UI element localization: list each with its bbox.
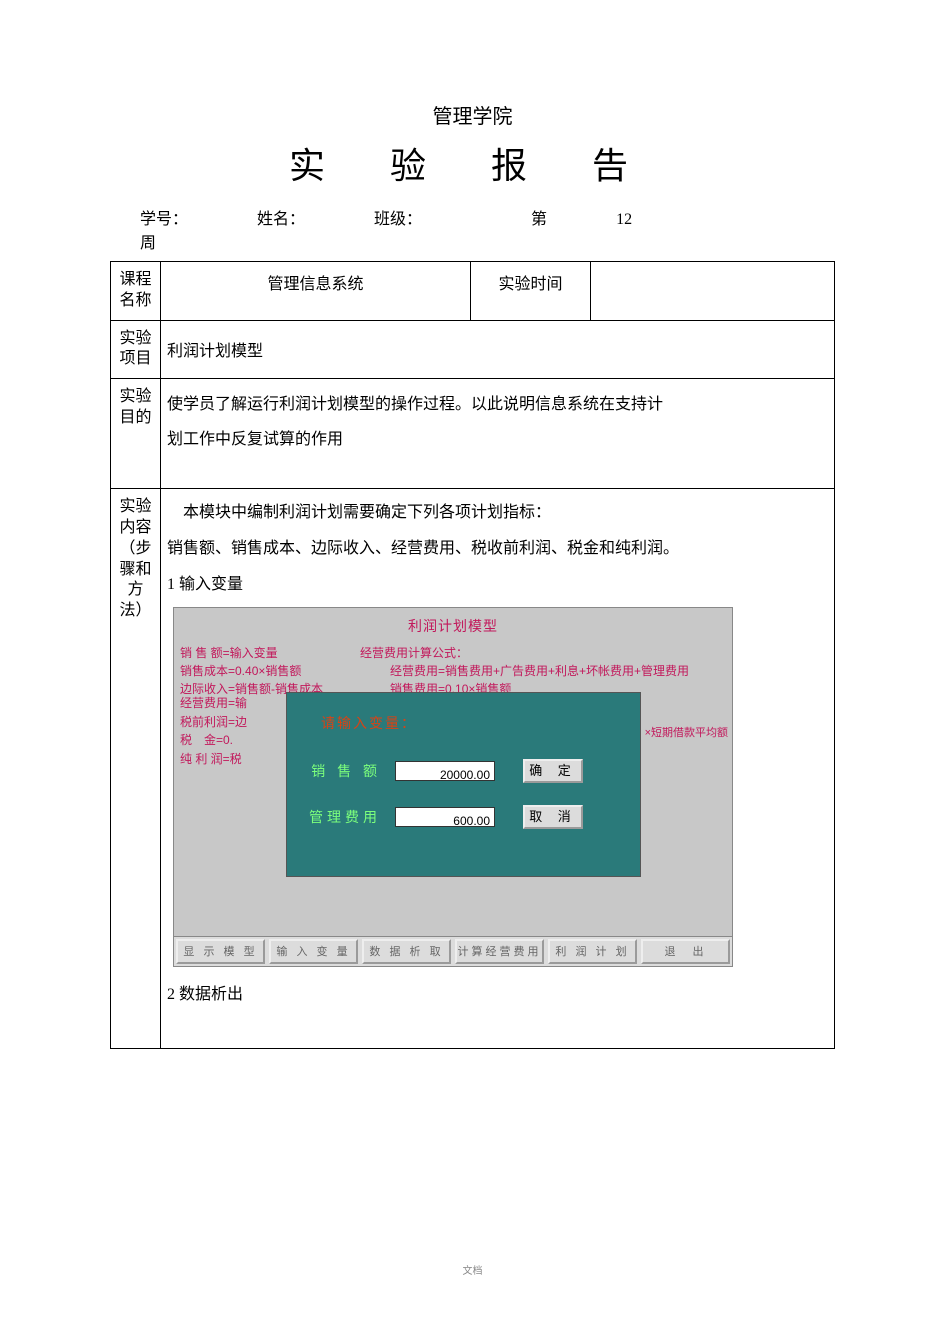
- input-dialog: 请输入变量： 销 售 额 20000.00 确 定 管理费用 600.00 取 …: [286, 692, 641, 877]
- info-line: 学号： 姓名： 班级： 第 12 周: [140, 205, 835, 253]
- report-title: 实 验 报 告: [110, 137, 835, 189]
- btn-calc-expense[interactable]: 计算经营费用: [455, 939, 544, 964]
- trunc-0: 经营费用=输: [180, 694, 247, 713]
- mgmt-fee-label: 管理费用: [301, 803, 381, 831]
- time-label: 实验时间: [471, 262, 591, 321]
- button-bar: 显 示 模 型 输 入 变 量 数 据 析 取 计算经营费用 利 润 计 划 退…: [173, 937, 733, 967]
- student-id-label: 学号：: [140, 211, 188, 228]
- project-label: 实验项目: [111, 320, 161, 379]
- trunc-1: 税前利润=边: [180, 713, 247, 732]
- btn-show-model[interactable]: 显 示 模 型: [176, 939, 265, 964]
- week-suffix: 周: [140, 235, 156, 252]
- formula-left-1: 销售成本=0.40×销售额: [180, 662, 360, 680]
- formula-right-col: 经营费用计算公式： 经营费用=销售费用+广告费用+利息+坏帐费用+管理费用 销售…: [360, 644, 726, 698]
- btn-input-var[interactable]: 输 入 变 量: [269, 939, 358, 964]
- app-panel: 利润计划模型 销 售 额=输入变量 销售成本=0.40×销售额 边际收入=销售额…: [173, 607, 733, 937]
- ok-button[interactable]: 确 定: [523, 759, 583, 783]
- purpose-cell: 使学员了解运行利润计划模型的操作过程。以此说明信息系统在支持计 划工作中反复试算…: [161, 379, 835, 489]
- formula-left-0: 销 售 额=输入变量: [180, 644, 360, 662]
- formula-left-col: 销 售 额=输入变量 销售成本=0.40×销售额 边际收入=销售额-销售成本: [180, 644, 360, 698]
- app-window: 利润计划模型 销 售 额=输入变量 销售成本=0.40×销售额 边际收入=销售额…: [173, 607, 733, 967]
- content-p1: 本模块中编制利润计划需要确定下列各项计划指标：: [167, 497, 828, 529]
- school-name: 管理学院: [110, 100, 835, 129]
- side-note: ×短期借款平均额: [645, 722, 728, 744]
- student-name-label: 姓名：: [257, 211, 305, 228]
- content-cell: 本模块中编制利润计划需要确定下列各项计划指标： 销售额、销售成本、边际收入、经营…: [161, 489, 835, 1049]
- purpose-line-1: 使学员了解运行利润计划模型的操作过程。以此说明信息系统在支持计: [167, 387, 828, 422]
- dialog-prompt: 请输入变量：: [321, 709, 626, 737]
- cancel-button[interactable]: 取 消: [523, 805, 583, 829]
- content-label: 实验内容（步骤和方法）: [111, 489, 161, 1049]
- formula-right-title: 经营费用计算公式：: [360, 644, 726, 662]
- content-p2: 销售额、销售成本、边际收入、经营费用、税收前利润、税金和纯利润。: [167, 533, 828, 565]
- content-p4: 2 数据析出: [167, 979, 828, 1011]
- report-table: 课程名称 管理信息系统 实验时间 实验项目 利润计划模型 实验目的 使学员了解运…: [110, 261, 835, 1049]
- class-label: 班级：: [374, 211, 422, 228]
- week-prefix: 第: [531, 211, 547, 228]
- sales-input[interactable]: 20000.00: [395, 761, 495, 781]
- purpose-line-2: 划工作中反复试算的作用: [167, 422, 828, 457]
- course-value: 管理信息系统: [161, 262, 471, 321]
- course-label: 课程名称: [111, 262, 161, 321]
- mgmt-fee-input[interactable]: 600.00: [395, 807, 495, 827]
- btn-data-extract[interactable]: 数 据 析 取: [362, 939, 451, 964]
- btn-exit[interactable]: 退 出: [641, 939, 730, 964]
- trunc-3: 纯 利 润=税: [180, 750, 247, 769]
- formula-right-0: 经营费用=销售费用+广告费用+利息+坏帐费用+管理费用: [360, 662, 726, 680]
- app-title: 利润计划模型: [180, 612, 726, 640]
- btn-profit-plan[interactable]: 利 润 计 划: [548, 939, 637, 964]
- sales-label: 销 售 额: [301, 757, 381, 785]
- formula-left-truncated: 经营费用=输 税前利润=边 税 金=0. 纯 利 润=税: [180, 694, 247, 768]
- week-number: 12: [616, 211, 632, 228]
- footer-mark: 文档: [0, 1262, 945, 1277]
- time-value: [591, 262, 835, 321]
- project-value: 利润计划模型: [161, 320, 835, 379]
- trunc-2: 税 金=0.: [180, 731, 247, 750]
- content-p3: 1 输入变量: [167, 569, 828, 601]
- purpose-label: 实验目的: [111, 379, 161, 489]
